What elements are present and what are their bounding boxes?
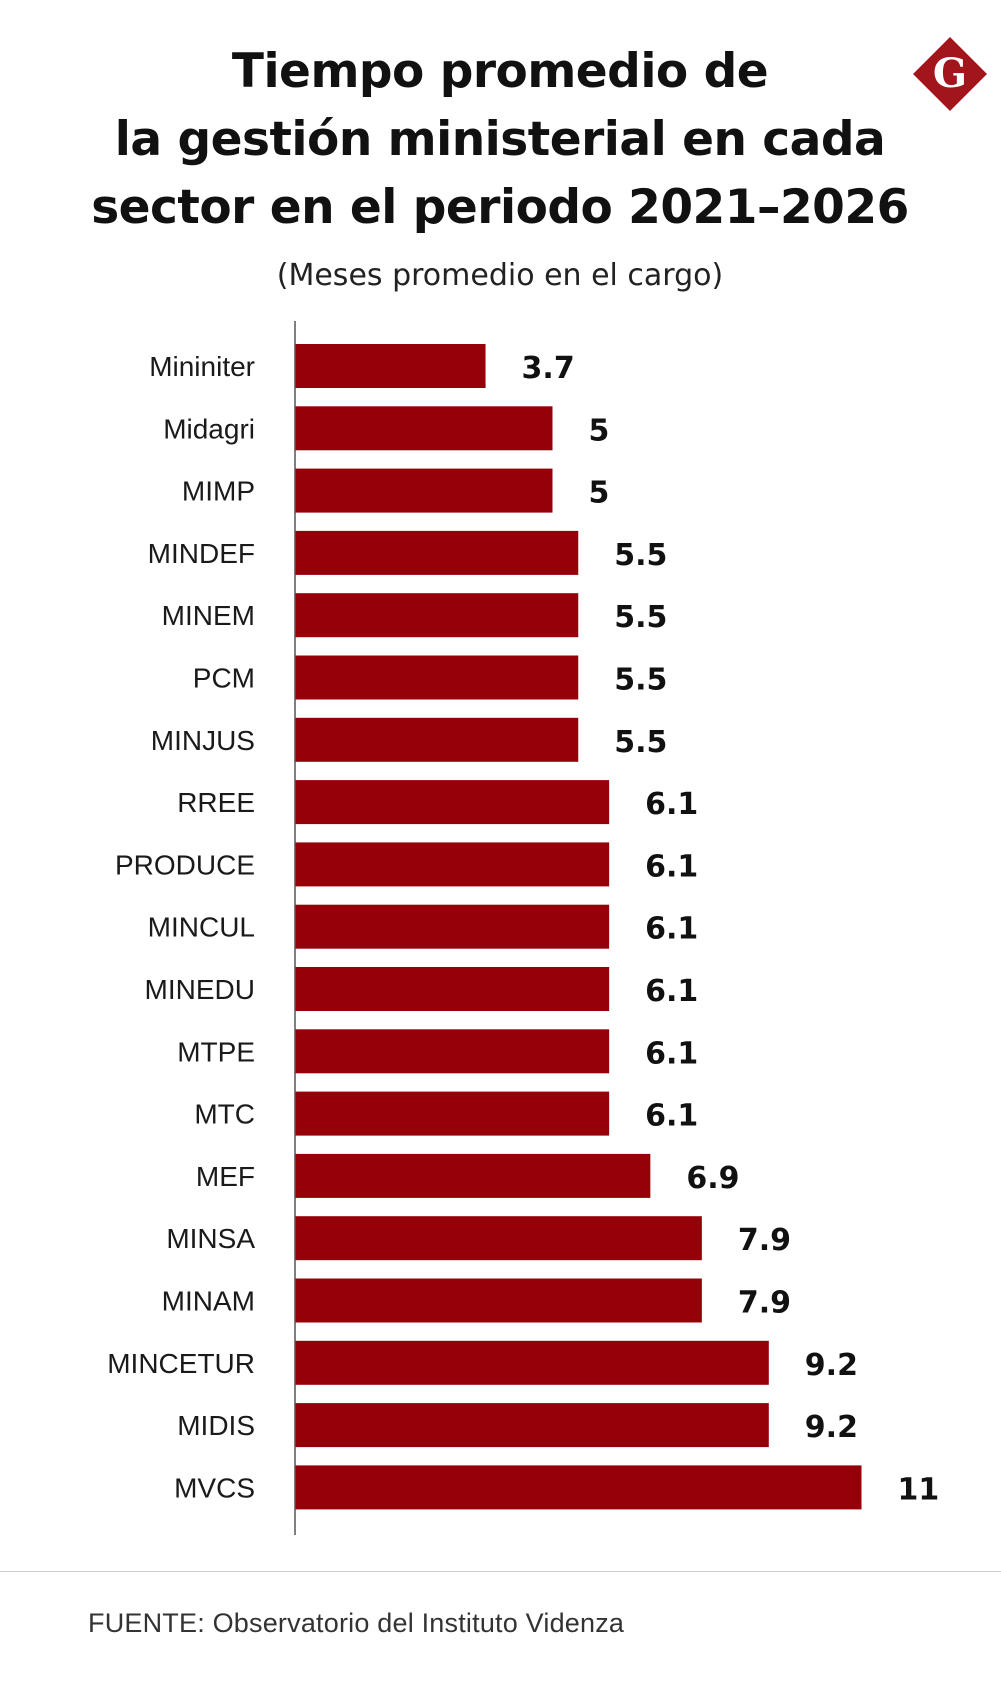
chart-title-line-1: Tiempo promedio de (231, 44, 769, 99)
bar-minjus (295, 717, 579, 762)
footer-divider (0, 1571, 1001, 1572)
value-label-mincetur: 9.2 (805, 1348, 858, 1383)
bar-produce (295, 842, 610, 887)
category-label-mtpe: MTPE (177, 1036, 255, 1067)
value-label-produce: 6.1 (645, 849, 698, 884)
category-label-mininiter: Mininiter (149, 351, 255, 382)
category-label-minedu: MINEDU (145, 974, 255, 1005)
bar-pcm (295, 655, 579, 700)
category-label-mtc: MTC (194, 1099, 255, 1130)
category-label-minem: MINEM (162, 600, 255, 631)
bar-minsa (295, 1216, 702, 1261)
category-label-mincetur: MINCETUR (107, 1348, 255, 1379)
category-label-minsa: MINSA (166, 1223, 255, 1254)
value-label-mef: 6.9 (686, 1161, 739, 1196)
bar-midis (295, 1403, 769, 1448)
bar-rree (295, 780, 610, 825)
category-label-mincul: MINCUL (148, 912, 255, 943)
value-label-minsa: 7.9 (738, 1223, 791, 1258)
bar-mef (295, 1153, 651, 1198)
value-label-mininiter: 3.7 (522, 351, 575, 386)
bar-mincetur (295, 1340, 769, 1385)
value-label-pcm: 5.5 (614, 663, 667, 698)
category-label-mimp: MIMP (182, 476, 255, 507)
value-label-mimp: 5 (589, 476, 610, 511)
brand-logo-icon: G (913, 37, 987, 111)
chart-subtitle: (Meses promedio en el cargo) (276, 258, 724, 293)
category-label-produce: PRODUCE (115, 849, 255, 880)
source-note: FUENTE: Observatorio del Instituto Viden… (88, 1608, 625, 1638)
bar-minem (295, 593, 579, 638)
category-label-midagri: Midagri (163, 413, 255, 444)
bar-mindef (295, 530, 579, 575)
logo-letter: G (933, 50, 967, 97)
category-label-minam: MINAM (162, 1286, 255, 1317)
value-label-minjus: 5.5 (614, 725, 667, 760)
bar-mvcs (295, 1465, 862, 1510)
bar-mtpe (295, 1029, 610, 1074)
bar-midagri (295, 406, 553, 451)
logo-diamond-shape (913, 37, 987, 111)
chart-title-line-2: la gestión ministerial en cada (114, 112, 886, 167)
bar-mincul (295, 904, 610, 949)
bar-mtc (295, 1091, 610, 1136)
category-label-rree: RREE (177, 787, 255, 818)
category-label-mindef: MINDEF (148, 538, 255, 569)
value-label-minam: 7.9 (738, 1286, 791, 1321)
value-label-mtc: 6.1 (645, 1099, 698, 1134)
value-label-minem: 5.5 (614, 600, 667, 635)
chart-title: Tiempo promedio de la gestión ministeria… (40, 38, 960, 242)
bar-minedu (295, 967, 610, 1011)
value-label-midis: 9.2 (805, 1410, 858, 1445)
value-label-rree: 6.1 (645, 787, 698, 822)
bar-mimp (295, 468, 553, 513)
category-label-mef: MEF (196, 1161, 255, 1192)
value-label-mvcs: 11 (898, 1472, 940, 1507)
value-label-midagri: 5 (589, 413, 610, 448)
value-label-minedu: 6.1 (645, 974, 698, 1009)
value-label-mincul: 6.1 (645, 912, 698, 947)
chart-title-line-3: sector en el periodo 2021–2026 (91, 180, 909, 235)
bars-layer: Mininiter 3.7 Midagri 5 MIMP 5 MINDEF 5.5 MINEM 5… (107, 344, 940, 1510)
value-label-mindef: 5.5 (614, 538, 667, 573)
category-label-pcm: PCM (193, 663, 255, 694)
value-label-mtpe: 6.1 (645, 1036, 698, 1071)
category-label-minjus: MINJUS (151, 725, 255, 756)
category-label-mvcs: MVCS (174, 1472, 255, 1503)
bar-minam (295, 1278, 702, 1323)
category-label-midis: MIDIS (177, 1410, 255, 1441)
bar-mininiter (295, 344, 486, 388)
